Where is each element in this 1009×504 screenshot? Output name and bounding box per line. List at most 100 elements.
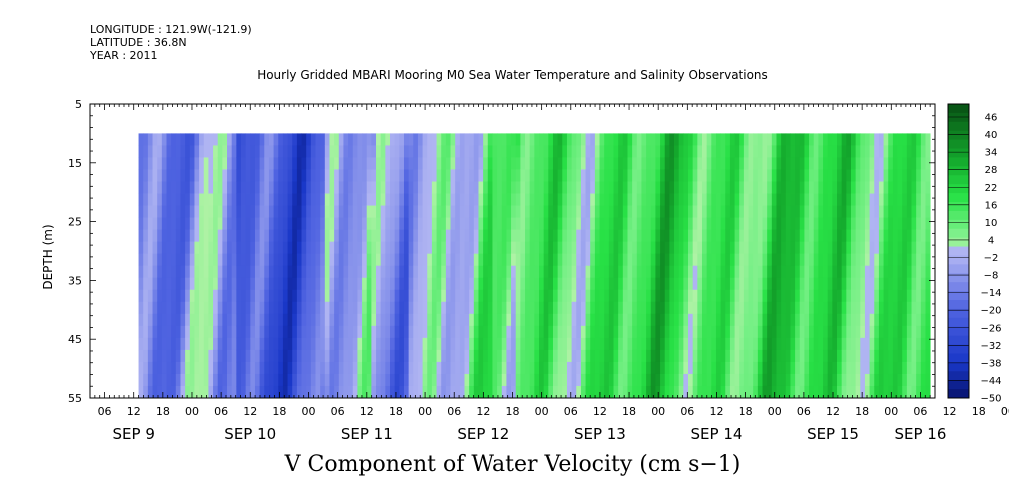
- heatmap-cell: [189, 253, 195, 267]
- heatmap-cell: [422, 253, 428, 267]
- heatmap-cell: [855, 205, 861, 218]
- heatmap-cell: [376, 241, 382, 255]
- heatmap-cell: [348, 193, 354, 206]
- heatmap-cell: [357, 301, 363, 315]
- heatmap-cell: [478, 265, 484, 279]
- heatmap-cell: [888, 301, 894, 315]
- heatmap-cell: [818, 157, 824, 170]
- heatmap-cell: [357, 289, 363, 303]
- heatmap-cell: [674, 205, 680, 218]
- heatmap-cell: [376, 169, 382, 182]
- heatmap-cell: [539, 229, 545, 243]
- heatmap-cell: [762, 229, 768, 243]
- heatmap-cell: [748, 385, 754, 399]
- colorbar-swatch: [948, 389, 969, 399]
- heatmap-cell: [175, 169, 181, 182]
- heatmap-cell: [390, 241, 396, 255]
- heatmap-cell: [674, 145, 680, 158]
- heatmap-cell: [823, 289, 829, 303]
- heatmap-cell: [250, 241, 256, 255]
- heatmap-cell: [450, 253, 456, 267]
- heatmap-cell: [213, 241, 219, 255]
- heatmap-cell: [809, 205, 815, 218]
- heatmap-cells: [138, 133, 931, 399]
- heatmap-cell: [897, 337, 903, 351]
- heatmap-cell: [171, 181, 177, 194]
- heatmap-cell: [138, 169, 144, 182]
- heatmap-cell: [203, 253, 209, 267]
- heatmap-cell: [874, 229, 880, 243]
- heatmap-cell: [650, 205, 656, 218]
- heatmap-cell: [571, 241, 577, 255]
- heatmap-cell: [380, 253, 386, 267]
- heatmap-cell: [660, 253, 666, 267]
- heatmap-cell: [725, 217, 731, 231]
- heatmap-cell: [529, 301, 535, 315]
- heatmap-cell: [352, 169, 358, 182]
- heatmap-cell: [562, 265, 568, 279]
- heatmap-cell: [245, 289, 251, 303]
- heatmap-cell: [701, 193, 708, 206]
- heatmap-cell: [222, 289, 228, 303]
- heatmap-cell: [483, 253, 489, 267]
- heatmap-cell: [329, 241, 335, 255]
- heatmap-cell: [841, 193, 847, 206]
- heatmap-cell: [436, 253, 442, 267]
- colorbar-swatch: [948, 362, 969, 372]
- heatmap-cell: [175, 145, 181, 158]
- heatmap-cell: [804, 325, 810, 339]
- heatmap-cell: [236, 205, 242, 218]
- heatmap-cell: [310, 313, 316, 327]
- heatmap-cell: [362, 337, 368, 351]
- heatmap-cell: [259, 373, 265, 387]
- heatmap-cell: [199, 373, 205, 387]
- heatmap-cell: [464, 133, 470, 146]
- heatmap-cell: [683, 253, 689, 267]
- heatmap-cell: [445, 193, 451, 206]
- heatmap-cell: [580, 145, 586, 158]
- heatmap-cell: [734, 181, 740, 194]
- heatmap-cell: [245, 181, 251, 194]
- colorbar-label: 28: [985, 165, 998, 176]
- heatmap-cell: [408, 265, 414, 279]
- heatmap-cell: [618, 169, 624, 182]
- heatmap-cell: [739, 193, 745, 206]
- heatmap-cell: [390, 265, 396, 279]
- heatmap-cell: [692, 313, 698, 327]
- heatmap-cell: [217, 229, 223, 243]
- heatmap-cell: [399, 157, 405, 170]
- heatmap-cell: [664, 181, 670, 194]
- heatmap-cell: [334, 157, 340, 170]
- heatmap-cell: [837, 361, 843, 375]
- heatmap-cell: [376, 349, 382, 363]
- heatmap-cell: [669, 145, 675, 158]
- heatmap-cell: [650, 289, 656, 303]
- heatmap-cell: [837, 145, 843, 158]
- heatmap-cell: [511, 349, 517, 363]
- heatmap-cell: [492, 133, 498, 146]
- heatmap-cell: [697, 157, 703, 170]
- heatmap-cell: [734, 301, 740, 315]
- heatmap-cell: [548, 361, 554, 375]
- heatmap-cell: [213, 133, 219, 146]
- heatmap-cell: [352, 145, 358, 158]
- heatmap-cell: [701, 361, 708, 375]
- heatmap-cell: [157, 169, 163, 182]
- heatmap-cell: [199, 313, 205, 327]
- heatmap-cell: [827, 133, 833, 146]
- heatmap-cell: [525, 157, 531, 170]
- heatmap-cell: [837, 253, 843, 267]
- heatmap-cell: [408, 373, 414, 387]
- heatmap-cell: [408, 385, 414, 399]
- heatmap-cell: [338, 325, 344, 339]
- heatmap-cell: [385, 301, 391, 315]
- heatmap-cell: [650, 229, 656, 243]
- heatmap-cell: [334, 145, 340, 158]
- heatmap-cell: [287, 157, 293, 170]
- heatmap-cell: [552, 325, 559, 339]
- heatmap-cell: [241, 193, 247, 206]
- heatmap-cell: [916, 133, 922, 146]
- heatmap-cell: [688, 217, 694, 231]
- heatmap-cell: [352, 229, 358, 243]
- heatmap-cell: [525, 217, 531, 231]
